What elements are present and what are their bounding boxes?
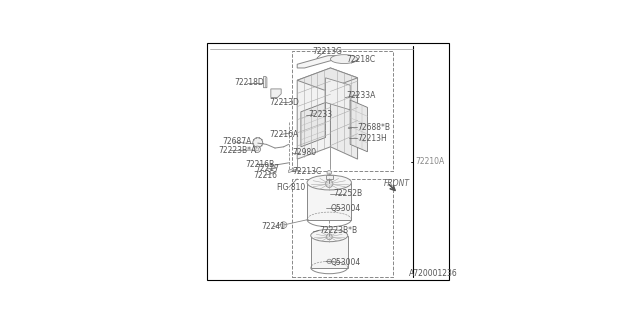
Bar	[292, 51, 394, 172]
Text: 72687A: 72687A	[222, 137, 252, 146]
Polygon shape	[297, 68, 330, 159]
Text: 72216: 72216	[253, 171, 277, 180]
Text: 72213G: 72213G	[312, 47, 342, 56]
Circle shape	[254, 146, 260, 153]
Circle shape	[327, 171, 332, 175]
Polygon shape	[289, 169, 294, 173]
Text: 72688*B: 72688*B	[358, 123, 390, 132]
Text: 72213C: 72213C	[292, 167, 321, 176]
Polygon shape	[350, 100, 367, 152]
Polygon shape	[271, 89, 281, 98]
Ellipse shape	[311, 229, 348, 242]
Text: 72216B: 72216B	[246, 160, 275, 169]
Polygon shape	[264, 76, 267, 88]
Polygon shape	[297, 68, 358, 90]
Polygon shape	[330, 68, 358, 159]
Circle shape	[326, 180, 333, 188]
Polygon shape	[326, 78, 350, 110]
Text: FIG.810: FIG.810	[276, 183, 305, 192]
Circle shape	[280, 222, 287, 228]
Ellipse shape	[330, 55, 358, 64]
Text: 72213H: 72213H	[358, 134, 387, 143]
Polygon shape	[326, 175, 333, 179]
Text: 72218C: 72218C	[346, 55, 376, 64]
Text: 72233A: 72233A	[346, 91, 376, 100]
Circle shape	[326, 234, 332, 240]
Text: 72218D: 72218D	[234, 78, 264, 87]
Text: 72980: 72980	[292, 148, 316, 157]
Text: 72241: 72241	[262, 222, 285, 231]
Text: 72210A: 72210A	[415, 157, 445, 166]
Text: 72213D: 72213D	[269, 98, 299, 107]
Text: 72216A: 72216A	[269, 130, 298, 139]
Text: 72217: 72217	[255, 164, 279, 173]
Bar	[292, 179, 394, 277]
Text: 72252B: 72252B	[333, 189, 362, 198]
Text: A720001236: A720001236	[410, 269, 458, 278]
Polygon shape	[301, 102, 326, 147]
Text: 72223B*A: 72223B*A	[218, 146, 257, 155]
Bar	[311, 236, 348, 268]
Circle shape	[327, 259, 332, 264]
Bar	[307, 182, 351, 220]
Circle shape	[253, 138, 262, 148]
Text: FRONT: FRONT	[384, 179, 410, 188]
Polygon shape	[297, 56, 335, 68]
Text: Q53004: Q53004	[330, 204, 361, 213]
Ellipse shape	[307, 175, 351, 190]
Text: 72223B*B: 72223B*B	[319, 226, 358, 235]
Text: Q53004: Q53004	[330, 258, 361, 267]
Text: 72233: 72233	[308, 110, 332, 119]
